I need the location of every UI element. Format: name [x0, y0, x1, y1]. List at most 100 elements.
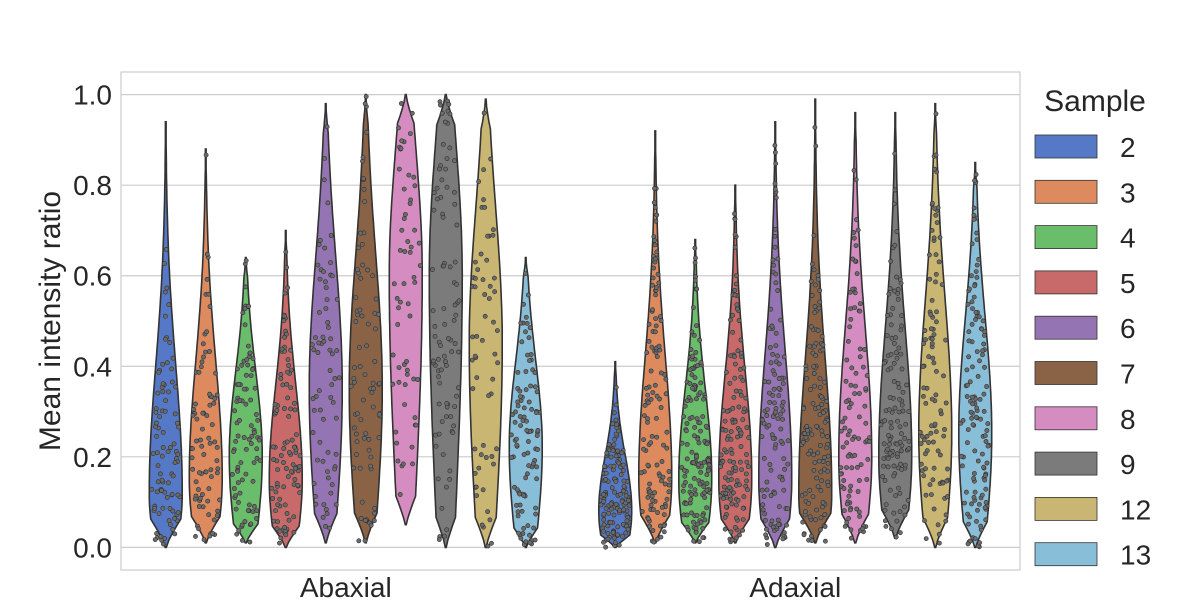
swarm-point	[864, 373, 870, 379]
swarm-point	[486, 393, 491, 399]
swarm-point	[626, 503, 632, 509]
swarm-point	[982, 505, 988, 511]
swarm-point	[861, 364, 866, 370]
swarm-point	[620, 533, 625, 539]
swarm-point	[811, 232, 817, 238]
swarm-point	[732, 232, 738, 237]
swarm-point	[360, 176, 366, 182]
swarm-point	[362, 538, 368, 544]
swarm-point	[697, 390, 703, 395]
swarm-point	[154, 489, 160, 495]
swarm-point	[687, 500, 693, 506]
swarm-point	[482, 292, 488, 297]
swarm-point	[922, 328, 928, 333]
swarm-point	[529, 406, 534, 412]
swarm-point	[618, 472, 624, 478]
swarm-point	[432, 333, 438, 339]
swarm-point	[485, 509, 490, 514]
swarm-point	[697, 539, 702, 545]
swarm-point	[667, 476, 673, 482]
swarm-point	[938, 452, 943, 458]
swarm-point	[894, 518, 900, 524]
legend-swatch-8	[1034, 406, 1098, 431]
swarm-point	[320, 515, 326, 520]
swarm-point	[880, 474, 885, 479]
swarm-point	[162, 261, 167, 266]
swarm-point	[647, 523, 653, 529]
swarm-point	[231, 486, 237, 491]
swarm-point	[190, 412, 196, 418]
swarm-point	[454, 281, 459, 287]
y-axis-label: Mean intensity ratio	[34, 191, 67, 451]
swarm-point	[446, 101, 452, 107]
swarm-point	[517, 414, 523, 419]
swarm-point	[811, 364, 816, 369]
swarm-point	[649, 433, 655, 439]
swarm-point	[780, 536, 786, 542]
swarm-point	[391, 281, 397, 287]
swarm-point	[203, 469, 209, 475]
swarm-point	[625, 526, 631, 532]
swarm-point	[395, 322, 401, 327]
swarm-point	[321, 177, 327, 183]
swarm-point	[722, 526, 728, 532]
swarm-point	[397, 247, 403, 253]
swarm-point	[162, 336, 168, 342]
swarm-point	[194, 416, 200, 422]
swarm-point	[474, 333, 480, 339]
swarm-point	[656, 343, 662, 349]
swarm-point	[725, 408, 730, 414]
swarm-point	[390, 352, 396, 358]
swarm-point	[728, 353, 733, 359]
swarm-point	[698, 360, 704, 365]
swarm-point	[470, 386, 476, 392]
swarm-point	[651, 234, 657, 239]
swarm-point	[479, 522, 485, 528]
swarm-point	[407, 313, 413, 319]
swarm-point	[430, 358, 436, 364]
swarm-point	[439, 177, 445, 183]
swarm-point	[333, 415, 339, 421]
swarm-point	[971, 205, 977, 211]
swarm-point	[933, 429, 939, 435]
legend-label-5: 5	[1120, 268, 1136, 299]
swarm-point	[275, 519, 280, 525]
swarm-point	[760, 502, 766, 508]
swarm-point	[288, 406, 293, 412]
swarm-point	[772, 400, 777, 406]
swarm-point	[691, 332, 697, 338]
swarm-point	[164, 360, 170, 366]
swarm-point	[602, 463, 607, 469]
swarm-point	[807, 514, 813, 520]
swarm-point	[722, 515, 728, 520]
swarm-point	[332, 466, 337, 472]
swarm-point	[411, 376, 417, 382]
swarm-point	[189, 455, 195, 461]
swarm-point	[518, 535, 524, 541]
swarm-point	[693, 255, 698, 261]
swarm-point	[169, 366, 175, 372]
swarm-point	[193, 534, 198, 539]
swarm-point	[193, 401, 198, 407]
swarm-point	[173, 384, 179, 390]
violin-5-abaxial	[268, 229, 303, 549]
swarm-point	[309, 342, 315, 348]
swarm-point	[279, 346, 285, 352]
swarm-point	[721, 484, 727, 490]
swarm-point	[648, 368, 654, 374]
swarm-point	[735, 434, 740, 440]
swarm-point	[933, 392, 939, 398]
swarm-point	[205, 498, 211, 504]
swarm-point	[923, 536, 929, 541]
swarm-point	[971, 212, 977, 218]
swarm-point	[740, 528, 746, 533]
swarm-point	[943, 518, 949, 524]
swarm-point	[885, 446, 891, 452]
swarm-point	[439, 110, 445, 116]
swarm-point	[444, 527, 450, 533]
swarm-point	[692, 260, 698, 266]
swarm-point	[655, 536, 660, 542]
swarm-point	[488, 156, 494, 162]
swarm-point	[401, 216, 407, 221]
swarm-point	[776, 393, 782, 399]
